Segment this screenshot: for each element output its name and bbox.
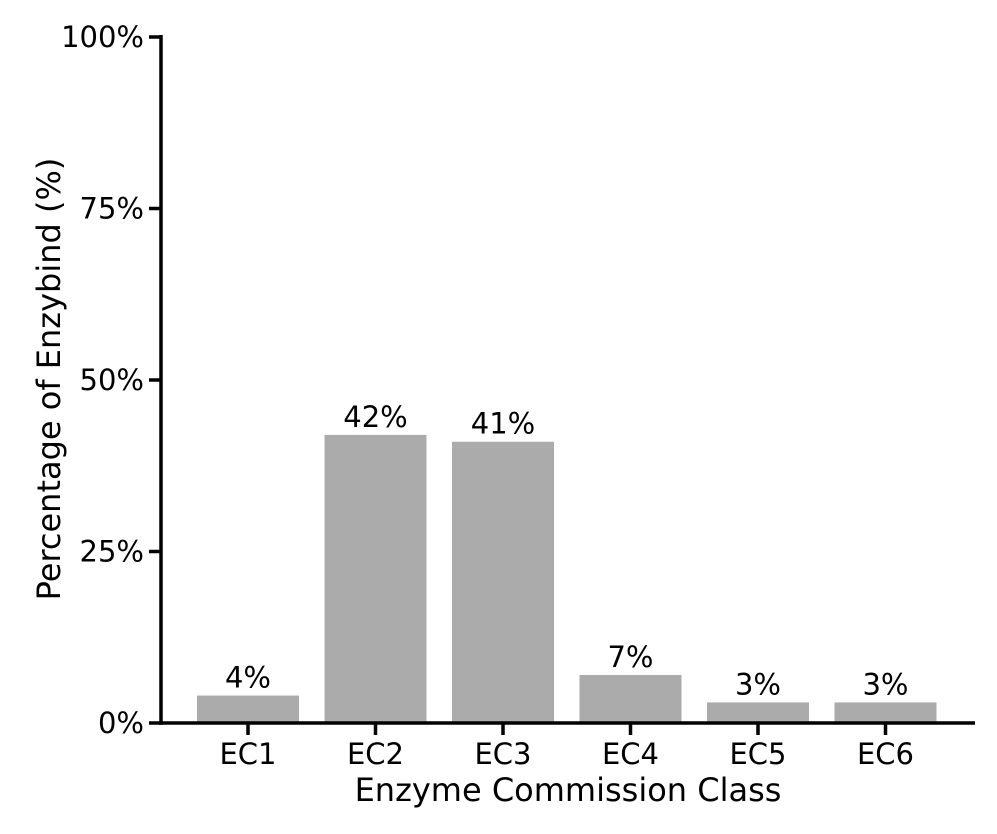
- bar-EC1: [197, 695, 299, 723]
- x-tick-label-EC5: EC5: [729, 737, 786, 771]
- x-tick-label-EC4: EC4: [602, 737, 659, 771]
- x-tick-label-EC2: EC2: [347, 737, 404, 771]
- x-tick-label-EC1: EC1: [219, 737, 276, 771]
- bars-group: [197, 434, 937, 723]
- bar-EC2: [324, 434, 427, 723]
- y-tick-label-25: 25%: [80, 535, 144, 569]
- bar-EC6: [834, 702, 937, 723]
- y-axis-label: Percentage of Enzybind (%): [30, 158, 68, 601]
- y-tick-label-100: 100%: [61, 20, 144, 54]
- x-tick-label-EC6: EC6: [857, 737, 914, 771]
- bar-EC3: [452, 441, 554, 723]
- x-axis-label: Enzyme Commission Class: [355, 771, 782, 809]
- value-label-EC1: 4%: [225, 661, 271, 695]
- bar-EC4: [579, 674, 682, 723]
- y-tick-label-75: 75%: [80, 192, 144, 226]
- value-label-EC2: 42%: [343, 400, 407, 434]
- y-tick-label-0: 0%: [98, 706, 144, 740]
- value-labels-group: 4% 42% 41% 7% 3% 3%: [225, 400, 909, 702]
- value-label-EC5: 3%: [735, 667, 781, 701]
- bar-EC5: [707, 702, 809, 723]
- x-axis-ticks: EC1 EC2 EC3 EC4 EC5 EC6: [219, 723, 914, 771]
- value-label-EC3: 41%: [471, 407, 535, 441]
- y-axis-ticks: 0% 25% 50% 75% 100%: [61, 20, 161, 740]
- y-tick-label-50: 50%: [80, 363, 144, 397]
- x-tick-label-EC3: EC3: [474, 737, 531, 771]
- axes-group: [159, 35, 975, 725]
- value-label-EC6: 3%: [862, 667, 908, 701]
- value-label-EC4: 7%: [607, 640, 653, 674]
